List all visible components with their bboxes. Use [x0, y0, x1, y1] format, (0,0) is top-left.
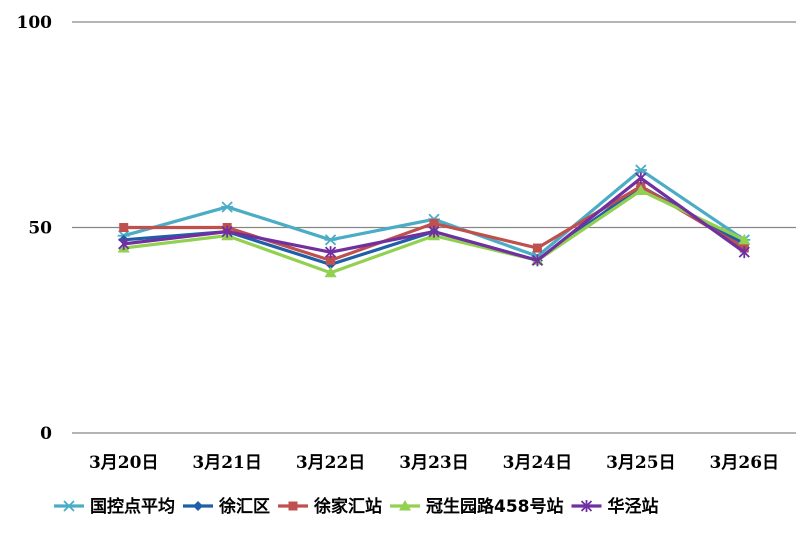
data-point	[634, 164, 647, 176]
data-point	[634, 184, 647, 196]
legend: 国控点平均 徐汇区 徐家汇站 冠生园路458号站 华泾站	[54, 496, 659, 517]
y-axis-tick-labels: 0 50 100	[17, 13, 53, 444]
legend-item: 华泾站	[571, 496, 659, 517]
legend-item: 徐汇区	[183, 496, 270, 517]
x-axis-tick-labels: 3月20日 3月21日 3月22日 3月23日 3月24日 3月25日 3月26日	[89, 453, 779, 473]
legend-item: 国控点平均	[54, 496, 175, 517]
data-point	[429, 218, 439, 228]
data-point	[324, 234, 337, 246]
legend-marker	[580, 500, 593, 512]
data-point	[635, 172, 647, 185]
data-point	[531, 254, 544, 267]
legend-label: 徐汇区	[218, 496, 270, 517]
x-tick-label: 3月20日	[89, 453, 159, 473]
data-point	[221, 201, 234, 213]
data-point	[119, 223, 129, 232]
x-tick-label: 3月21日	[192, 453, 262, 473]
legend-marker	[193, 501, 203, 511]
legend-item: 徐家汇站	[278, 496, 382, 517]
data-point	[428, 225, 440, 238]
x-tick-label: 3月22日	[296, 453, 366, 473]
series-4	[118, 172, 750, 267]
data-point	[324, 266, 337, 278]
data-point	[221, 225, 233, 238]
legend-label: 徐家汇站	[313, 496, 382, 517]
legend-item: 冠生园路458号站	[390, 496, 564, 517]
x-tick-label: 3月26日	[710, 453, 780, 473]
x-tick-label: 3月24日	[503, 453, 573, 473]
legend-label: 华泾站	[608, 496, 659, 517]
x-tick-label: 3月25日	[606, 453, 676, 473]
series-lines	[117, 164, 751, 278]
y-tick-label: 100	[17, 13, 53, 33]
series-2	[119, 181, 749, 265]
y-tick-label: 50	[28, 219, 52, 239]
legend-marker	[399, 500, 411, 511]
data-point	[326, 255, 336, 265]
data-point	[738, 233, 751, 245]
data-point	[532, 243, 542, 253]
legend-label: 冠生园路458号站	[426, 496, 564, 517]
data-point	[118, 237, 130, 250]
x-tick-label: 3月23日	[399, 453, 469, 473]
series-0	[117, 164, 751, 262]
data-point	[324, 246, 337, 259]
legend-label: 国控点平均	[90, 496, 175, 517]
legend-marker	[288, 501, 298, 511]
data-point	[738, 246, 750, 259]
y-tick-label: 0	[40, 424, 52, 444]
series-line	[122, 168, 746, 258]
legend-marker	[63, 500, 75, 512]
